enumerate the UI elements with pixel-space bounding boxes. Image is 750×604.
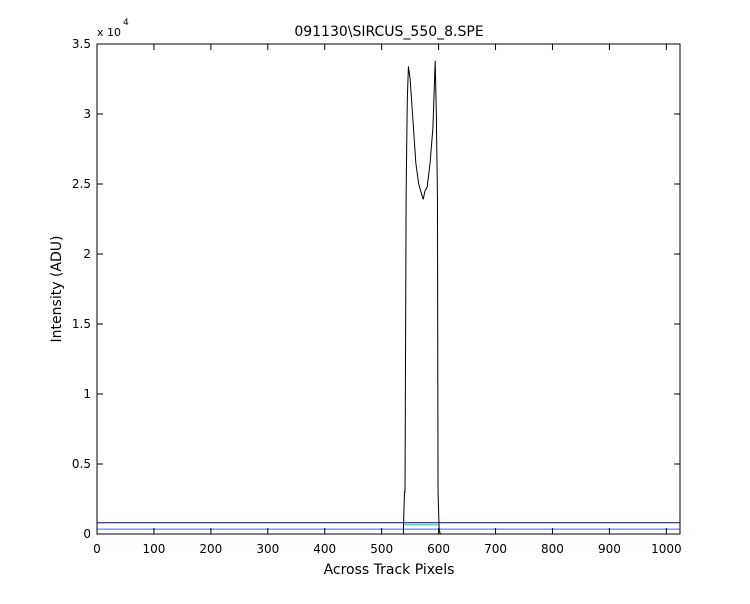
y-tick-label: 1.5 <box>72 317 91 331</box>
x-axis-label: Across Track Pixels <box>324 562 455 578</box>
x-tick-label: 0 <box>93 542 101 556</box>
y-multiplier: x 10 <box>97 26 121 39</box>
x-tick-label: 700 <box>484 542 507 556</box>
x-tick-label: 900 <box>598 542 621 556</box>
y-tick-label: 0.5 <box>72 457 91 471</box>
y-tick-label: 0 <box>83 527 91 541</box>
x-tick-label: 600 <box>427 542 450 556</box>
y-multiplier-exponent: 4 <box>123 18 129 28</box>
x-tick-label: 300 <box>256 542 279 556</box>
series-line <box>97 60 680 535</box>
plot-frame <box>96 43 681 535</box>
y-tick-label: 2 <box>83 247 91 261</box>
y-tick-label: 1 <box>83 387 91 401</box>
chart-title: 091130\SIRCUS_550_8.SPE <box>294 24 483 40</box>
x-tick-label: 200 <box>199 542 222 556</box>
x-tick-label: 100 <box>142 542 165 556</box>
x-tick-label: 400 <box>313 542 336 556</box>
y-tick-label: 3 <box>83 107 91 121</box>
x-tick-label: 500 <box>370 542 393 556</box>
x-tick-label: 800 <box>541 542 564 556</box>
x-tick-label: 1000 <box>651 542 682 556</box>
y-tick-label: 3.5 <box>72 37 91 51</box>
y-tick-label: 2.5 <box>72 177 91 191</box>
y-axis-label: Intensity (ADU) <box>49 236 65 343</box>
